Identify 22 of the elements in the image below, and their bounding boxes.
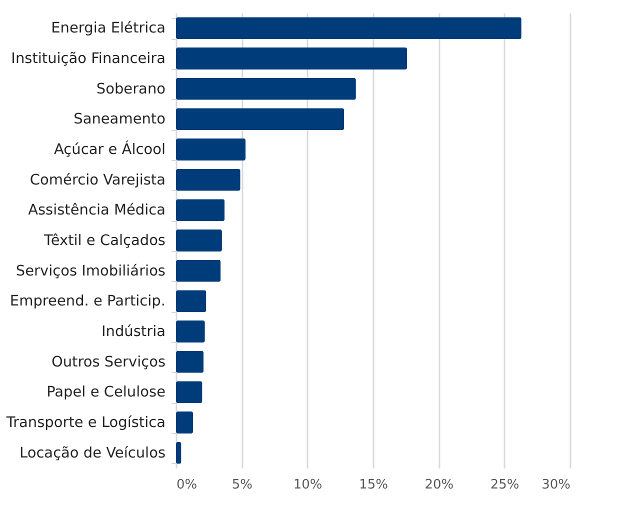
y-tick-label: Indústria: [102, 324, 166, 340]
y-tick-label: Comércio Varejista: [30, 172, 166, 188]
y-tick-label: Instituição Financeira: [11, 51, 166, 67]
y-tick-label: Assistência Médica: [28, 202, 166, 219]
y-tick-label: Locação de Veículos: [20, 445, 166, 462]
y-tick-label: Transporte e Logística: [5, 415, 166, 431]
y-tick-label: Papel e Celulose: [46, 384, 166, 401]
y-tick-label: Soberano: [96, 81, 166, 98]
x-tick-label: 30%: [542, 478, 570, 492]
x-tick-label: 25%: [490, 478, 520, 492]
x-tick-label: 20%: [424, 478, 454, 492]
x-tick-label: 0%: [176, 478, 198, 492]
y-tick-label: Serviços Imobiliários: [16, 263, 166, 280]
x-tick-label: 10%: [293, 478, 322, 492]
y-tick-label: Têxtil e Calçados: [43, 233, 166, 249]
y-tick-label: Saneamento: [74, 112, 166, 128]
y-tick-label: Energia Elétrica: [51, 20, 166, 37]
y-tick-label: Empreend. e Particip.: [10, 294, 166, 310]
y-tick-label: Outros Serviços: [51, 354, 166, 370]
x-tick-label: 15%: [359, 478, 388, 492]
x-tick-label: 5%: [232, 478, 252, 492]
y-tick-label: Açúcar e Álcool: [54, 140, 166, 158]
